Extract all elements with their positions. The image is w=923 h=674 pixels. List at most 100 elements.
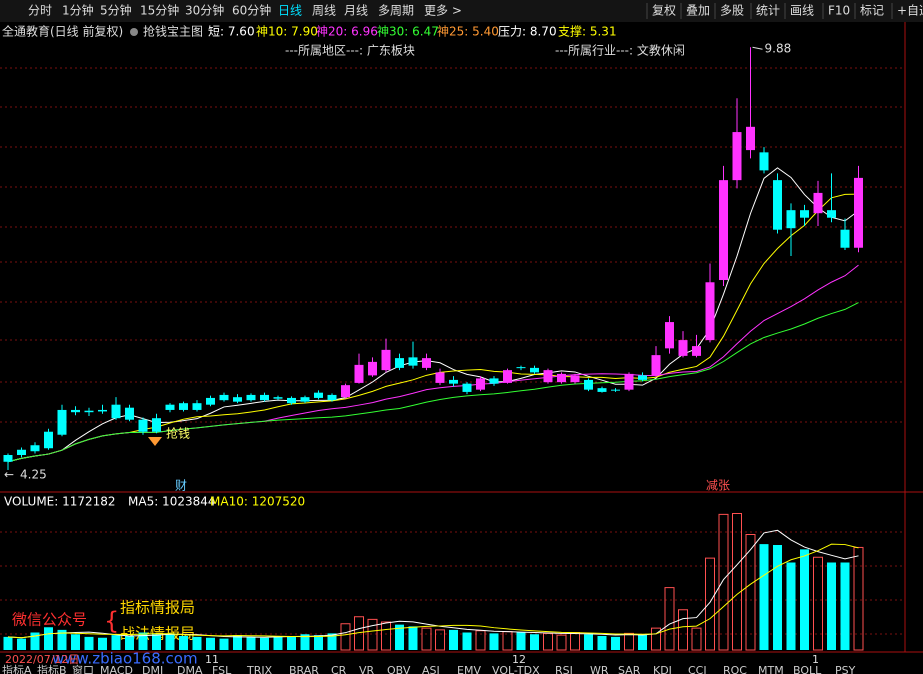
volume-bar [556,634,567,651]
toolbar-button[interactable]: 叠加 [686,4,710,18]
candle-body [152,418,161,432]
indicator-tab[interactable]: EMV [457,664,481,674]
candle-body [435,372,445,383]
x-label: 1 [812,653,819,666]
timeframe-tab[interactable]: 日线 [278,4,302,18]
region: ---所属地区---: 广东板块 [285,44,415,58]
indicator-tab[interactable]: WR [590,664,609,674]
volume-bar [246,636,256,650]
volume-title: VOLUME: 1172182 [4,495,116,509]
candle-body [341,385,350,398]
volume-bar [624,632,634,651]
volume-bar [233,635,242,650]
timeframe-tab[interactable]: 周线 [312,4,336,18]
brace: { [104,607,119,635]
candle-body [30,445,40,452]
volume-bar [678,609,688,651]
indicator-tab[interactable]: 指标A [2,663,32,674]
indicator-tab[interactable]: OBV [387,664,411,674]
indicator-tab[interactable]: ASI [422,664,440,674]
timeframe-tab[interactable]: 分时 [28,4,52,18]
candle-body [354,364,364,383]
volume-bar [340,623,351,651]
indicator-tab[interactable]: TRIX [246,664,273,674]
indicator-tab[interactable]: DMI [142,664,163,674]
timeframe-tab[interactable]: 60分钟 [232,3,271,18]
volume-bar [827,562,836,650]
timeframe-tab[interactable]: 月线 [344,4,368,18]
indicator-tab[interactable]: MACD [100,664,133,674]
candle-body [408,357,418,366]
volume-bar [584,634,593,650]
candle-body [84,410,94,413]
candle-body [273,397,283,399]
candle-body [665,322,674,349]
indicator-tab[interactable]: 指标B [37,663,67,674]
candle-body [300,397,310,402]
volume-bar [179,636,188,650]
toolbar-button[interactable]: 统计 [756,4,780,18]
industry: ---所属行业---: 文教休闲 [555,43,685,58]
volume-bar [192,636,202,650]
volume-bar [125,636,134,650]
indicator-tab[interactable]: CR [331,664,347,674]
watermark-line1: 指标情报局 [120,599,195,617]
volume-bar [98,637,107,650]
volume-bar [84,636,94,650]
indicator-tab[interactable]: BOLL [793,664,822,674]
timeframe-tab[interactable]: 30分钟 [185,3,224,18]
toolbar-button[interactable]: 画线 [790,4,814,18]
toolbar-button[interactable]: F10 [828,4,850,18]
timeframe-tab[interactable]: 更多 > [424,4,462,18]
volume-bar [3,636,13,650]
toolbar-button[interactable]: +自选 [897,4,923,18]
indicator-tab[interactable]: VR [359,664,375,674]
indicator-tab[interactable]: 窗口 [72,663,94,674]
timeframe-tab[interactable]: 1分钟 [62,3,94,18]
volume-bar [381,621,391,651]
volume-bar [530,634,539,650]
indicator-tab[interactable]: BRAR [289,664,319,674]
candle-body [705,282,715,341]
indicator-icon [130,28,138,36]
watermark-label: 微信公众号 [12,611,87,629]
toolbar-button[interactable]: 复权 [652,4,676,18]
timeframe-tab[interactable]: 5分钟 [100,3,132,18]
candle-body [165,404,175,410]
indicator-tab[interactable]: VOL-TDX [492,664,540,674]
volume-bar [421,627,432,651]
indicator-tab[interactable]: CCI [688,664,707,674]
candle-body [449,379,458,384]
indicator-tab[interactable]: FSL [212,664,232,674]
ma-line [7,167,859,463]
indicator-tab[interactable]: PSY [835,664,856,674]
candle-body [395,358,404,368]
candle-body [3,455,13,462]
volume-bar [773,545,782,650]
indicator-tab[interactable]: DMA [177,664,203,674]
candle-body [125,407,134,420]
indicator-tab[interactable]: RSI [555,664,573,674]
indicator-tab[interactable]: KDJ [653,664,672,674]
volume-bar [611,636,620,650]
volume-bar [44,627,53,650]
indicator-value: 压力: 8.70 [498,25,557,39]
timeframe-tab[interactable]: 多周期 [378,4,414,18]
indicator-tab[interactable]: SAR [618,664,641,674]
volume-bar [516,632,526,650]
candle-body [827,210,836,218]
indicator-tab[interactable]: ROC [723,664,747,674]
volume-bar [71,634,80,650]
volume-bar [367,618,378,651]
candle-body [489,378,499,384]
toolbar-button[interactable]: 标记 [860,4,884,18]
indicator-tab[interactable]: MTM [758,664,784,674]
toolbar-button[interactable]: 多股 [720,4,744,18]
volume-bar [745,534,756,651]
candle-body [422,358,431,368]
indicator-name: 抢钱宝主图 [143,24,203,39]
toolbar [0,0,923,22]
candle-body [719,180,728,281]
timeframe-tab[interactable]: 15分钟 [140,3,179,18]
